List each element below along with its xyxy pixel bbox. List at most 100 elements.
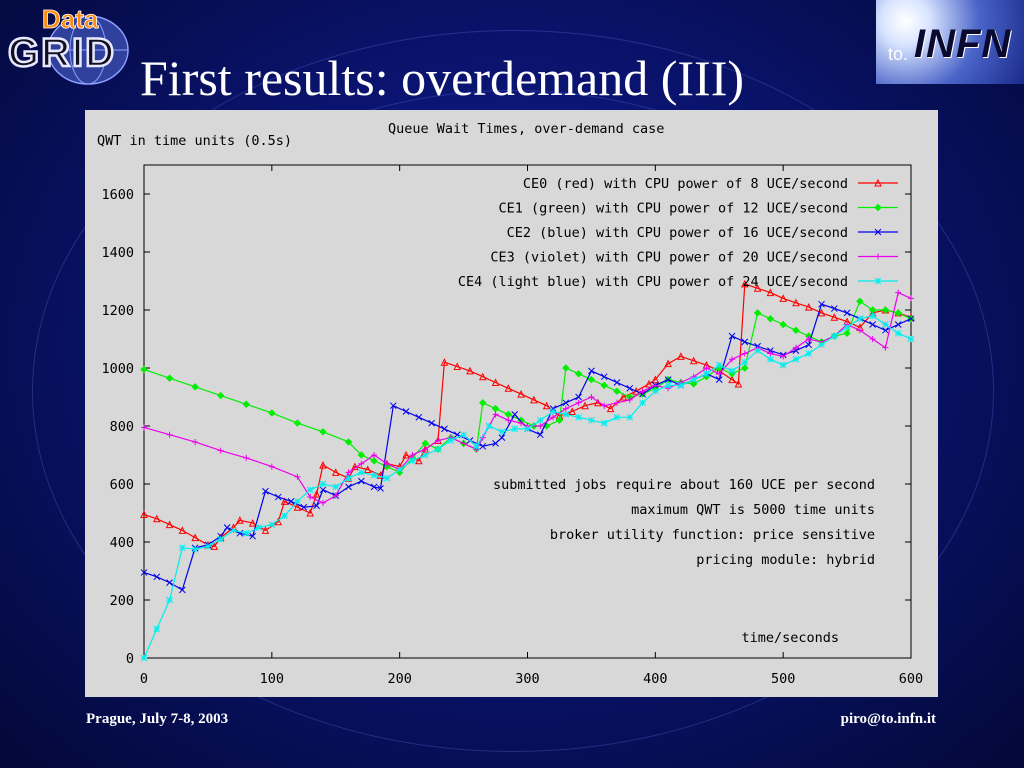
- data-point: [192, 438, 199, 445]
- data-point: [383, 460, 390, 467]
- data-point: [882, 321, 889, 328]
- data-point: [601, 402, 608, 409]
- data-point: [287, 498, 295, 505]
- data-point: [619, 392, 628, 401]
- x-tick-label: 600: [899, 671, 923, 687]
- annotation-text: broker utility function: price sensitive: [550, 527, 875, 543]
- x-tick-label: 100: [260, 671, 284, 687]
- data-point: [409, 452, 416, 458]
- data-point: [754, 347, 761, 354]
- data-point: [319, 461, 327, 469]
- data-point: [140, 569, 148, 576]
- data-point: [728, 367, 736, 375]
- data-point: [331, 468, 340, 476]
- data-point: [639, 399, 646, 407]
- data-point: [856, 315, 864, 323]
- data-point: [830, 305, 838, 312]
- data-point: [441, 425, 448, 433]
- data-point: [703, 370, 710, 378]
- data-point: [869, 312, 877, 320]
- data-point: [300, 503, 308, 511]
- data-point: [396, 466, 404, 473]
- data-point: [817, 308, 826, 317]
- data-point: [882, 344, 889, 351]
- data-point: [574, 370, 583, 378]
- series-line: [143, 283, 912, 548]
- data-point: [874, 203, 882, 212]
- data-point: [537, 423, 544, 429]
- data-point: [908, 295, 914, 302]
- data-point: [140, 365, 148, 374]
- data-point: [268, 463, 275, 470]
- data-point: [741, 358, 749, 366]
- data-point: [587, 375, 596, 384]
- data-point: [818, 300, 825, 308]
- data-point: [357, 477, 365, 485]
- data-point: [524, 425, 531, 433]
- data-point: [632, 387, 640, 395]
- data-point: [217, 535, 225, 543]
- y-tick-label: 600: [110, 477, 134, 493]
- data-point: [141, 424, 147, 431]
- data-point: [536, 431, 544, 439]
- chart-title: Queue Wait Times, over-demand case: [388, 121, 664, 137]
- data-point: [293, 503, 302, 511]
- data-point: [779, 320, 787, 329]
- data-point: [460, 440, 467, 447]
- data-point: [210, 542, 219, 550]
- data-point: [415, 456, 423, 465]
- data-point: [479, 442, 487, 450]
- y-tick-label: 0: [126, 651, 134, 667]
- data-point: [613, 387, 621, 395]
- data-point: [830, 332, 838, 340]
- data-point: [882, 326, 889, 334]
- data-point: [562, 411, 570, 418]
- data-point: [894, 321, 902, 328]
- data-point: [402, 408, 410, 415]
- data-point: [312, 490, 321, 498]
- infn-logo-word: INFN: [914, 22, 1012, 66]
- annotation-text: pricing module: hybrid: [696, 552, 875, 568]
- data-point: [895, 289, 902, 296]
- x-tick-label: 500: [771, 671, 795, 687]
- data-point: [485, 422, 493, 430]
- data-point: [542, 401, 551, 410]
- data-point: [856, 297, 864, 306]
- data-point: [434, 445, 442, 453]
- data-point: [152, 514, 161, 523]
- data-point: [357, 469, 365, 476]
- data-point: [358, 460, 365, 467]
- data-point: [236, 516, 244, 524]
- y-tick-label: 1000: [101, 361, 134, 377]
- annotations: submitted jobs require about 160 UCE per…: [493, 477, 875, 568]
- data-point: [191, 383, 199, 391]
- data-point: [505, 417, 512, 424]
- data-point: [204, 542, 212, 550]
- infn-logo-prefix: to.: [888, 44, 909, 64]
- data-point: [843, 309, 851, 317]
- data-point: [562, 364, 570, 372]
- data-point: [645, 379, 653, 388]
- data-point: [780, 353, 787, 360]
- data-point: [243, 454, 250, 461]
- data-point: [805, 341, 813, 349]
- data-point: [313, 502, 320, 510]
- data-point: [319, 486, 327, 494]
- series-lines: [140, 279, 915, 662]
- data-point: [504, 384, 513, 392]
- annotation-text: maximum QWT is 5000 time units: [631, 502, 875, 518]
- data-point: [435, 437, 442, 444]
- data-point: [511, 425, 519, 433]
- x-tick-label: 200: [387, 671, 411, 687]
- data-point: [453, 362, 462, 371]
- data-point: [332, 492, 339, 499]
- data-point: [447, 437, 455, 444]
- data-point: [363, 465, 372, 473]
- data-point: [689, 356, 698, 365]
- data-point: [626, 413, 634, 421]
- data-point: [639, 388, 646, 395]
- data-point: [491, 404, 500, 413]
- data-point: [268, 521, 276, 528]
- data-point: [843, 324, 851, 331]
- data-point: [874, 228, 882, 236]
